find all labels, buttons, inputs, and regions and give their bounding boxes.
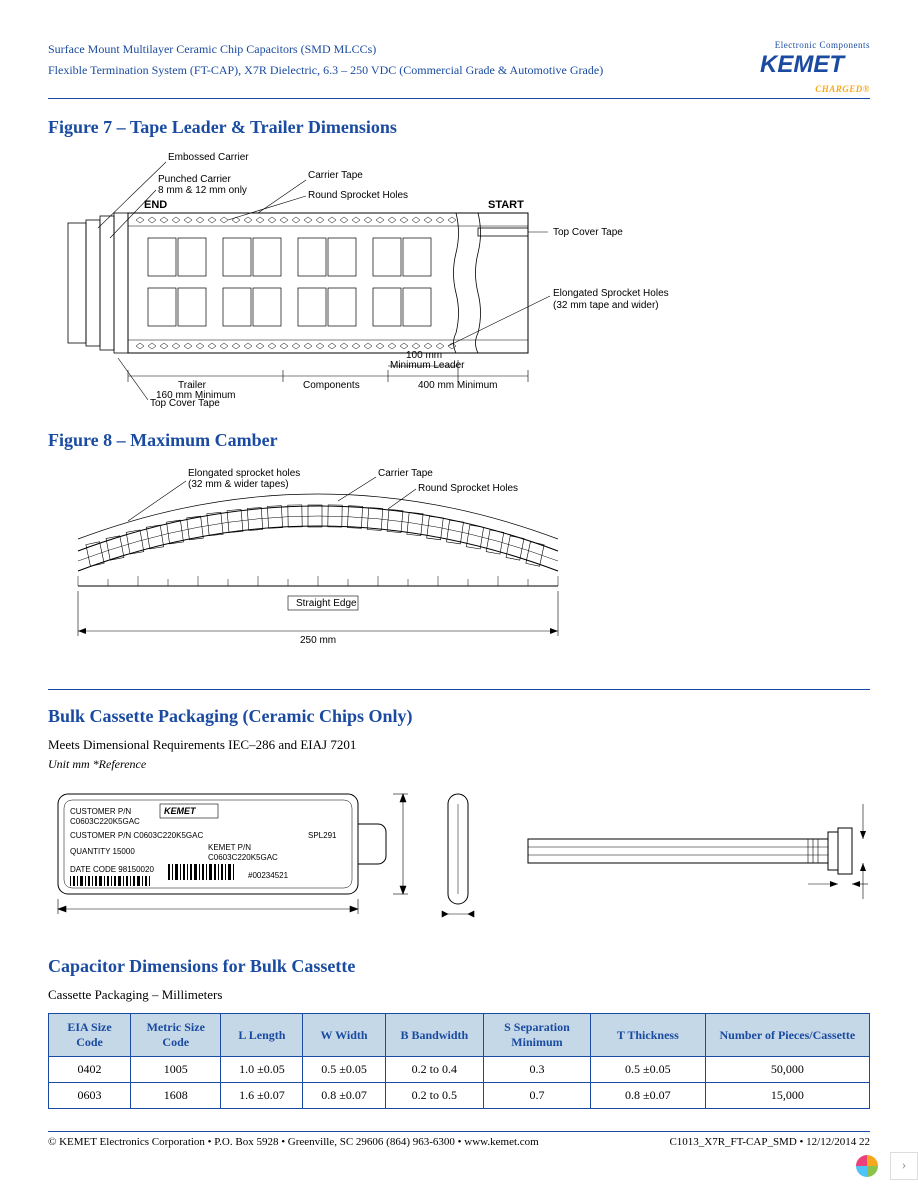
fig7-left-stack <box>68 213 128 353</box>
next-page-button[interactable]: › <box>890 1152 918 1180</box>
pinwheel-icon <box>854 1153 880 1179</box>
captable-title: Capacitor Dimensions for Bulk Cassette <box>48 956 870 977</box>
td: 1005 <box>131 1057 221 1083</box>
logo-tagline-top: Electronic Components <box>760 40 870 50</box>
svg-text:C0603C220K5GAC: C0603C220K5GAC <box>208 853 278 862</box>
td: 0603 <box>49 1083 131 1109</box>
fig8-label-250mm: 250 mm <box>300 635 336 646</box>
footer-divider <box>48 1131 870 1132</box>
bulk-title: Bulk Cassette Packaging (Ceramic Chips O… <box>48 706 870 727</box>
td: 0.5 ±0.05 <box>303 1057 385 1083</box>
capacitor-dims-table: EIA Size Code Metric Size Code L Length … <box>48 1013 870 1109</box>
svg-text:CUSTOMER P/N C0603C220K5GAC: CUSTOMER P/N C0603C220K5GAC <box>70 831 203 840</box>
fig7-label-punched: Punched Carrier <box>158 174 231 185</box>
fig7-tape-body <box>128 213 528 353</box>
bulk-right-side <box>528 804 868 899</box>
td: 50,000 <box>705 1057 869 1083</box>
td: 1.6 ±0.07 <box>221 1083 303 1109</box>
fig7-label-400mm: 400 mm Minimum <box>418 380 497 391</box>
bulk-label-spl: SPL291 <box>308 831 337 840</box>
fig7-label-start: START <box>488 199 524 211</box>
td: 1.0 ±0.05 <box>221 1057 303 1083</box>
td: 0.7 <box>484 1083 591 1109</box>
logo-tagline-bottom: CHARGED® <box>760 84 870 94</box>
td: 0.2 to 0.5 <box>385 1083 484 1109</box>
kemet-logo-icon: KEMET <box>760 50 870 80</box>
table-row: 0402 1005 1.0 ±0.05 0.5 ±0.05 0.2 to 0.4… <box>49 1057 870 1083</box>
fig7-label-embossed: Embossed Carrier <box>168 152 249 163</box>
header-text-block: Surface Mount Multilayer Ceramic Chip Ca… <box>48 40 603 80</box>
bulk-label-custpnval: C0603C220K5GAC <box>70 817 140 826</box>
th-pieces: Number of Pieces/Cassette <box>705 1014 869 1057</box>
kemet-logo: Electronic Components KEMET CHARGED® <box>760 40 870 94</box>
figure7-title: Figure 7 – Tape Leader & Trailer Dimensi… <box>48 117 870 138</box>
td: 0.8 ±0.07 <box>303 1083 385 1109</box>
header-line1: Surface Mount Multilayer Ceramic Chip Ca… <box>48 40 603 59</box>
fig8-ruler-ticks <box>78 576 558 586</box>
footer-right: C1013_X7R_FT-CAP_SMD • 12/12/2014 22 <box>669 1136 870 1148</box>
captable-subtitle: Cassette Packaging – Millimeters <box>48 987 870 1003</box>
fig7-label-topcover-r: Top Cover Tape <box>553 227 623 238</box>
td: 15,000 <box>705 1083 869 1109</box>
svg-text:8 mm & 12 mm only: 8 mm & 12 mm only <box>158 185 247 196</box>
figure8-title: Figure 8 – Maximum Camber <box>48 430 870 451</box>
fig7-label-roundsprocket: Round Sprocket Holes <box>308 190 408 201</box>
fig7-label-end: END <box>144 199 167 211</box>
fig7-label-carriertape: Carrier Tape <box>308 170 363 181</box>
figure7-diagram: Embossed Carrier Punched Carrier 8 mm & … <box>48 148 870 412</box>
svg-text:(32 mm tape and wider): (32 mm tape and wider) <box>553 300 659 311</box>
page-nav-widget: › <box>854 1152 918 1180</box>
table-header-row: EIA Size Code Metric Size Code L Length … <box>49 1014 870 1057</box>
fig7-dims <box>128 360 528 382</box>
fig7-label-topcover-l: Top Cover Tape <box>150 398 220 408</box>
bulk-label-brand: KEMET <box>164 806 197 816</box>
td: 0.2 to 0.4 <box>385 1057 484 1083</box>
svg-text:(32 mm & wider tapes): (32 mm & wider tapes) <box>188 479 289 490</box>
figure8-diagram: Elongated sprocket holes (32 mm & wider … <box>48 461 870 665</box>
fig8-label-elongated: Elongated sprocket holes <box>188 468 300 479</box>
bulk-label-date: DATE CODE 98150020 <box>70 865 154 874</box>
fig7-sprocket-holes <box>136 217 456 349</box>
logo-text: KEMET <box>760 51 846 78</box>
bulk-label-qty: QUANTITY 15000 <box>70 847 135 856</box>
th-eia: EIA Size Code <box>49 1014 131 1057</box>
td: 0.3 <box>484 1057 591 1083</box>
bulk-unit-note: Unit mm *Reference <box>48 757 870 772</box>
fig7-label-elongated1: Elongated Sprocket Holes <box>553 288 669 299</box>
section-divider-1 <box>48 689 870 690</box>
page-header: Surface Mount Multilayer Ceramic Chip Ca… <box>48 40 870 94</box>
fig7-pockets <box>148 238 431 326</box>
fig8-label-carriertape: Carrier Tape <box>378 468 433 479</box>
page-footer: © KEMET Electronics Corporation • P.O. B… <box>48 1136 870 1148</box>
th-width: W Width <box>303 1014 385 1057</box>
th-separation: S Separation Minimum <box>484 1014 591 1057</box>
bulk-barcode <box>168 864 234 880</box>
svg-text:Minimum Leader: Minimum Leader <box>390 360 465 371</box>
header-line2: Flexible Termination System (FT-CAP), X7… <box>48 61 603 80</box>
bulk-diagram: CUSTOMER P/N C0603C220K5GAC KEMET CUSTOM… <box>48 784 870 938</box>
fig8-label-roundsprocket: Round Sprocket Holes <box>418 483 518 494</box>
td: 0.8 ±0.07 <box>590 1083 705 1109</box>
td: 1608 <box>131 1083 221 1109</box>
th-bandwidth: B Bandwidth <box>385 1014 484 1057</box>
bulk-barcode-2 <box>70 876 150 886</box>
header-divider <box>48 98 870 99</box>
th-length: L Length <box>221 1014 303 1057</box>
fig8-label-straightedge: Straight Edge <box>296 598 357 609</box>
chevron-right-icon: › <box>902 1158 907 1174</box>
table-row: 0603 1608 1.6 ±0.07 0.8 ±0.07 0.2 to 0.5… <box>49 1083 870 1109</box>
th-metric: Metric Size Code <box>131 1014 221 1057</box>
th-thickness: T Thickness <box>590 1014 705 1057</box>
td: 0402 <box>49 1057 131 1083</box>
fig7-label-components: Components <box>303 380 360 391</box>
bulk-label-lot: #00234521 <box>248 871 289 880</box>
svg-text:KEMET P/N: KEMET P/N <box>208 843 251 852</box>
td: 0.5 ±0.05 <box>590 1057 705 1083</box>
footer-left: © KEMET Electronics Corporation • P.O. B… <box>48 1136 539 1148</box>
bulk-subtitle: Meets Dimensional Requirements IEC–286 a… <box>48 737 870 753</box>
bulk-label-custpn: CUSTOMER P/N <box>70 807 131 816</box>
